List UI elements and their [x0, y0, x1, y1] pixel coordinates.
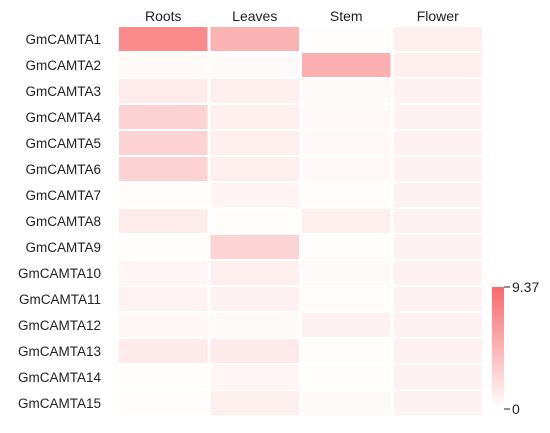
heatmap-cell-gmcamta13-stem	[302, 339, 391, 363]
heatmap-cell-gmcamta1-leaves	[210, 27, 299, 51]
legend-max-label: 9.37	[512, 279, 539, 295]
heatmap-cell-gmcamta13-flower	[393, 339, 482, 363]
row-label-gmcamta12: GmCAMTA12	[18, 318, 101, 333]
row-label-gmcamta11: GmCAMTA11	[19, 292, 101, 307]
heatmap-cell-gmcamta2-roots	[119, 53, 208, 77]
heatmap-cell-gmcamta9-stem	[302, 235, 391, 259]
heatmap-cell-gmcamta10-stem	[302, 261, 391, 285]
heatmap-cell-gmcamta9-leaves	[210, 235, 299, 259]
heatmap-cell-gmcamta15-flower	[393, 391, 482, 415]
heatmap-cell-gmcamta3-roots	[119, 79, 208, 103]
heatmap-cell-gmcamta11-leaves	[210, 287, 299, 311]
heatmap-cell-gmcamta6-flower	[393, 157, 482, 181]
heatmap-cell-gmcamta6-stem	[302, 157, 391, 181]
heatmap-cell-gmcamta10-leaves	[210, 261, 299, 285]
column-label-roots: Roots	[145, 8, 182, 24]
heatmap-cell-gmcamta13-leaves	[210, 339, 299, 363]
heatmap-cell-gmcamta13-roots	[119, 339, 208, 363]
heatmap-cell-gmcamta7-stem	[302, 183, 391, 207]
heatmap-cell-gmcamta7-flower	[393, 183, 482, 207]
row-label-gmcamta2: GmCAMTA2	[25, 58, 101, 73]
heatmap-cells	[119, 27, 482, 415]
heatmap-cell-gmcamta4-leaves	[210, 105, 299, 129]
heatmap-cell-gmcamta2-stem	[302, 53, 391, 77]
heatmap-cell-gmcamta12-flower	[393, 313, 482, 337]
heatmap-cell-gmcamta1-roots	[119, 27, 208, 51]
heatmap-cell-gmcamta2-leaves	[210, 53, 299, 77]
row-label-gmcamta15: GmCAMTA15	[18, 396, 101, 411]
row-label-gmcamta9: GmCAMTA9	[25, 240, 101, 255]
heatmap-cell-gmcamta8-leaves	[210, 209, 299, 233]
row-label-gmcamta3: GmCAMTA3	[25, 84, 101, 99]
color-scale-bar	[492, 287, 504, 409]
column-label-flower: Flower	[417, 8, 459, 24]
row-label-gmcamta8: GmCAMTA8	[25, 214, 101, 229]
row-label-gmcamta14: GmCAMTA14	[18, 370, 102, 385]
heatmap-cell-gmcamta7-roots	[119, 183, 208, 207]
heatmap-cell-gmcamta5-flower	[393, 131, 482, 155]
heatmap-cell-gmcamta3-stem	[302, 79, 391, 103]
heatmap-cell-gmcamta9-flower	[393, 235, 482, 259]
column-label-leaves: Leaves	[232, 8, 277, 24]
heatmap-cell-gmcamta12-roots	[119, 313, 208, 337]
heatmap-cell-gmcamta5-roots	[119, 131, 208, 155]
heatmap-cell-gmcamta11-flower	[393, 287, 482, 311]
heatmap-cell-gmcamta3-flower	[393, 79, 482, 103]
row-label-gmcamta10: GmCAMTA10	[18, 266, 101, 281]
row-label-gmcamta5: GmCAMTA5	[25, 136, 101, 151]
heatmap-cell-gmcamta7-leaves	[210, 183, 299, 207]
heatmap-cell-gmcamta2-flower	[393, 53, 482, 77]
heatmap-cell-gmcamta1-stem	[302, 27, 391, 51]
heatmap-cell-gmcamta11-stem	[302, 287, 391, 311]
heatmap-cell-gmcamta15-roots	[119, 391, 208, 415]
heatmap-cell-gmcamta11-roots	[119, 287, 208, 311]
heatmap-cell-gmcamta8-roots	[119, 209, 208, 233]
row-label-gmcamta4: GmCAMTA4	[25, 110, 101, 125]
color-scale-legend: 9.37 0	[492, 279, 539, 417]
heatmap-cell-gmcamta9-roots	[119, 235, 208, 259]
row-label-gmcamta1: GmCAMTA1	[25, 32, 101, 47]
heatmap-cell-gmcamta14-leaves	[210, 365, 299, 389]
row-label-gmcamta6: GmCAMTA6	[25, 162, 101, 177]
heatmap-cell-gmcamta4-roots	[119, 105, 208, 129]
heatmap-cell-gmcamta15-leaves	[210, 391, 299, 415]
row-label-gmcamta7: GmCAMTA7	[25, 188, 101, 203]
heatmap-cell-gmcamta10-roots	[119, 261, 208, 285]
heatmap-cell-gmcamta15-stem	[302, 391, 391, 415]
legend-min-label: 0	[512, 401, 520, 417]
heatmap-cell-gmcamta4-stem	[302, 105, 391, 129]
column-label-stem: Stem	[330, 8, 363, 24]
heatmap-cell-gmcamta6-leaves	[210, 157, 299, 181]
heatmap-cell-gmcamta4-flower	[393, 105, 482, 129]
heatmap-cell-gmcamta10-flower	[393, 261, 482, 285]
heatmap-cell-gmcamta14-flower	[393, 365, 482, 389]
heatmap-cell-gmcamta5-leaves	[210, 131, 299, 155]
column-labels: Roots Leaves Stem Flower	[145, 8, 459, 24]
heatmap-cell-gmcamta8-stem	[302, 209, 391, 233]
heatmap-cell-gmcamta14-stem	[302, 365, 391, 389]
heatmap-cell-gmcamta3-leaves	[210, 79, 299, 103]
heatmap-cell-gmcamta8-flower	[393, 209, 482, 233]
row-labels: GmCAMTA1 GmCAMTA2 GmCAMTA3 GmCAMTA4 GmCAMTA5…	[18, 32, 102, 411]
row-label-gmcamta13: GmCAMTA13	[18, 344, 101, 359]
heatmap-cell-gmcamta12-leaves	[210, 313, 299, 337]
heatmap-cell-gmcamta14-roots	[119, 365, 208, 389]
heatmap-cell-gmcamta1-flower	[393, 27, 482, 51]
heatmap-cell-gmcamta5-stem	[302, 131, 391, 155]
heatmap-cell-gmcamta12-stem	[302, 313, 391, 337]
heatmap-cell-gmcamta6-roots	[119, 157, 208, 181]
